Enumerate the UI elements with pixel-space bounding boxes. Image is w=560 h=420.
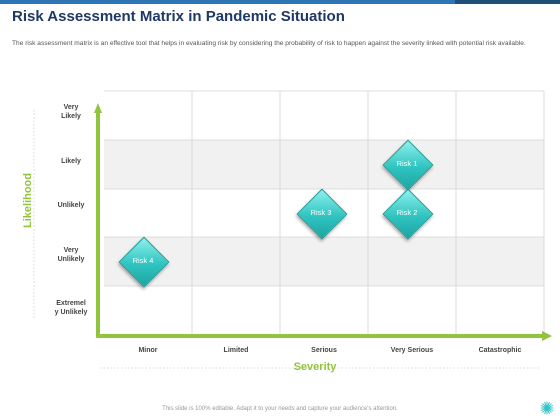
likelihood-label-line: Extremel [56,300,86,307]
page-description: The risk assessment matrix is an effecti… [12,40,526,47]
likelihood-label-line: Very [63,247,79,254]
grid-row [104,286,544,335]
severity-axis-title: Severity [293,361,337,373]
risk-label: Risk 2 [396,208,418,217]
grid-row [104,140,544,189]
likelihood-axis-title: Likelihood [22,173,34,228]
risk-label: Risk 3 [310,208,332,217]
grid-row [104,91,544,140]
accent-bar-segment [455,0,560,4]
severity-label: Limited [223,347,249,354]
likelihood-label-line: Likely [61,158,81,165]
y-axis-arrow [94,103,102,338]
severity-label: Very Serious [390,347,434,354]
accent-bar-segment [0,0,455,4]
severity-label: Minor [138,347,158,354]
likelihood-label-line: Likely [61,113,81,120]
risk-label: Risk 4 [132,256,154,265]
likelihood-label: Very Unlikely [50,246,92,264]
x-axis-arrow [96,331,552,341]
likelihood-label: Likely [50,157,92,166]
severity-label: Catastrophic [478,347,522,354]
page-title: Risk Assessment Matrix in Pandemic Situa… [12,8,345,25]
footer-note: This slide is 100% editable. Adapt it to… [162,406,398,412]
likelihood-label-line: Unlikely [57,256,85,263]
likelihood-label: Very Likely [50,103,92,121]
likelihood-label-line: Very [63,104,79,111]
risk-marker-3[interactable]: Risk 3 [296,188,348,240]
risk-marker-1[interactable]: Risk 1 [382,139,434,191]
likelihood-label-line: y Unlikely [54,309,88,316]
likelihood-label: Extremel y Unlikely [50,299,92,317]
severity-label: Serious [311,347,337,354]
likelihood-label: Unlikely [50,201,92,210]
sunburst-logo-icon [540,401,554,415]
risk-marker-2[interactable]: Risk 2 [382,188,434,240]
grid-row [104,237,544,286]
likelihood-label-line: Unlikely [57,202,85,209]
risk-label: Risk 1 [396,159,418,168]
top-accent-bar [0,0,560,4]
risk-marker-4[interactable]: Risk 4 [118,236,170,288]
